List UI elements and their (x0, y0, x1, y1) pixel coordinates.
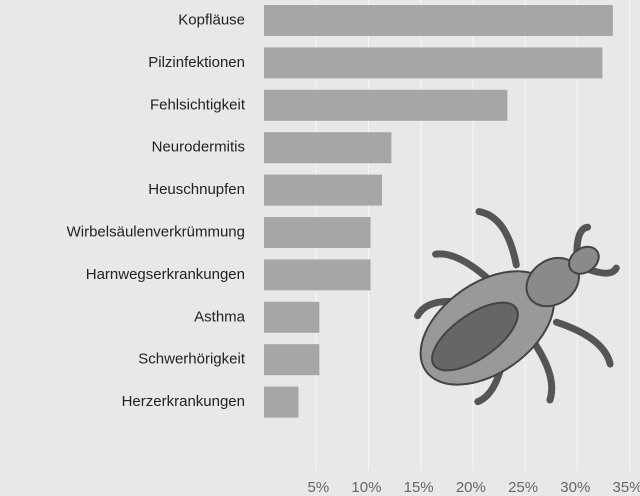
bar (264, 301, 320, 333)
x-tick-label: 5% (308, 479, 330, 496)
x-tick-label: 25% (508, 479, 538, 496)
bar (264, 217, 371, 248)
x-tick-label: 15% (404, 479, 434, 496)
y-tick-label: Wirbelsäulenverkrümmung (67, 223, 245, 240)
bar (264, 386, 299, 418)
y-tick-label: Fehlsichtigkeit (150, 96, 246, 113)
x-tick-label: 30% (560, 479, 590, 496)
bar (264, 174, 383, 206)
y-tick-label: Herzerkrankungen (122, 393, 245, 410)
y-tick-label: Heuschnupfen (148, 181, 245, 198)
bar (264, 5, 613, 36)
louse-illustration (414, 208, 620, 406)
y-tick-label: Kopfläuse (178, 11, 245, 28)
bar (264, 344, 320, 376)
y-tick-label: Neurodermitis (152, 139, 245, 156)
bars (264, 5, 613, 418)
x-tick-label: 35% (613, 479, 640, 496)
bar (264, 259, 371, 291)
labels: 5% 10% 15% 20% 25% 30% 35% Kopfläuse Pilzinfekti… (67, 11, 640, 496)
y-tick-label: Harnwegserkrankungen (86, 266, 245, 283)
bar (264, 89, 508, 121)
y-tick-label: Pilzinfektionen (148, 54, 245, 71)
x-tick-label: 20% (456, 479, 486, 496)
bar (264, 47, 603, 79)
y-tick-label: Schwerhörigkeit (138, 351, 246, 368)
x-tick-label: 10% (351, 479, 381, 496)
y-tick-label: Asthma (194, 308, 246, 325)
bar (264, 132, 392, 164)
